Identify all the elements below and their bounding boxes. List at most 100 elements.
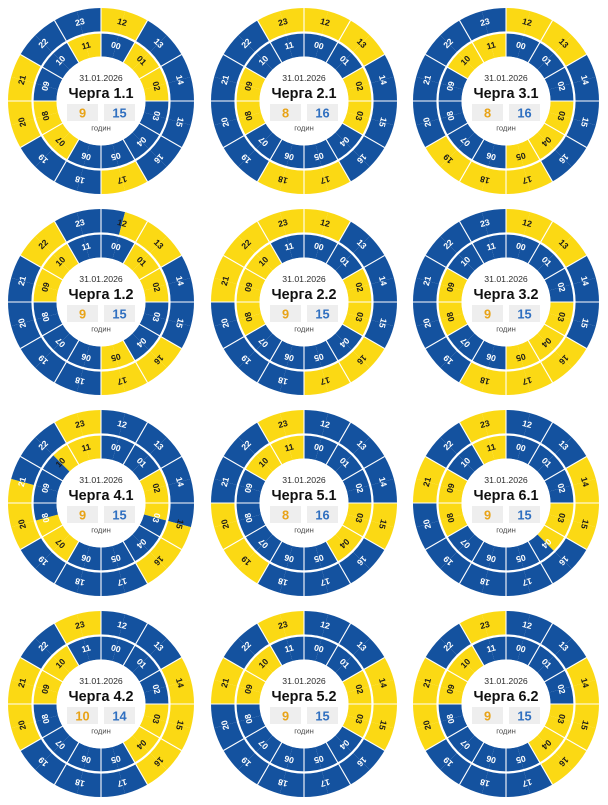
half-hour-slice	[8, 680, 36, 705]
half-hour-slice	[132, 122, 161, 150]
half-hour-slice	[35, 267, 63, 291]
outage-schedule-chart: 12 13 14 15 16 17 18 19 20 21 22 23 00 01 02 03 04 05 06 07…	[0, 0, 203, 201]
half-hour-slice	[112, 235, 136, 264]
hour-label: 00	[515, 643, 527, 655]
half-hour-slice	[160, 118, 192, 148]
outage-hours-badge	[67, 506, 99, 524]
half-hour-slice	[144, 686, 170, 705]
hour-label: 18	[74, 777, 86, 789]
ring-divider	[31, 634, 171, 774]
half-hour-slice	[437, 82, 464, 101]
ring-clock-6.2: 1213141516171819202122230001020304050607…	[413, 611, 600, 798]
outage-schedule-chart: 12 13 14 15 16 17 18 19 20 21 22 23 00 01 02 03 04 05 06 07…	[405, 201, 608, 402]
hour-label: 17	[319, 576, 331, 588]
hour-label: 21	[16, 677, 28, 689]
hour-label: 00	[515, 240, 527, 252]
hour-label: 09	[445, 683, 457, 695]
outage-hours-value: 10	[76, 709, 90, 724]
half-hour-slice	[119, 212, 148, 243]
half-hour-slice	[321, 562, 351, 593]
hour-label: 08	[40, 512, 52, 524]
half-hour-slice	[123, 132, 150, 160]
half-hour-slice	[32, 503, 59, 521]
half-hour-slice	[269, 235, 293, 264]
outage-hours-value: 9	[79, 508, 86, 523]
hour-label: 15	[579, 116, 591, 128]
half-hour-slice	[237, 468, 266, 492]
half-hour-slice	[518, 34, 541, 63]
half-hour-slice	[506, 32, 525, 58]
power-hours-value: 15	[315, 709, 329, 724]
half-hour-slice	[144, 284, 170, 302]
half-hour-slice	[257, 159, 287, 191]
half-hour-slice	[416, 520, 448, 550]
half-hour-slice	[52, 242, 80, 271]
hour-label: 06	[80, 754, 92, 766]
half-hour-slice	[440, 112, 468, 135]
half-hour-slice	[11, 54, 42, 83]
power-hours-badge	[306, 103, 338, 121]
chart-title: Черга 6.1	[474, 488, 539, 504]
half-hour-slice	[437, 503, 464, 521]
inner-ring-hours-00-11	[235, 233, 373, 371]
hour-label: 18	[479, 777, 491, 789]
half-hour-slice	[482, 7, 507, 35]
half-hour-slice	[545, 313, 573, 337]
half-hour-slice	[363, 319, 394, 349]
half-hour-slice	[235, 301, 261, 320]
hour-label: 05	[313, 754, 325, 766]
chart-title: Черга 3.1	[474, 86, 539, 102]
half-hour-slice	[416, 319, 448, 349]
half-hour-slice	[346, 301, 373, 320]
hour-label: 15	[377, 720, 389, 732]
half-hour-slice	[52, 443, 80, 472]
half-hour-slice	[346, 485, 373, 504]
half-hour-slice	[210, 479, 238, 504]
half-hour-slice	[440, 313, 468, 337]
half-hour-slice	[482, 569, 507, 597]
half-hour-slice	[8, 479, 36, 504]
hour-label: 09	[40, 80, 52, 92]
half-hour-slice	[286, 635, 304, 662]
chart-date: 31.01.2026	[485, 73, 529, 83]
hour-separators	[413, 611, 600, 798]
half-hour-slice	[67, 235, 90, 264]
outage-schedule-chart: 12 13 14 15 16 17 18 19 20 21 22 23 00 01 02 03 04 05 06 07…	[203, 201, 406, 402]
hour-label: 08	[40, 109, 52, 121]
half-hour-slice	[326, 242, 353, 271]
half-hour-slice	[537, 52, 566, 79]
half-hour-slice	[269, 340, 293, 369]
half-hour-slice	[321, 212, 351, 243]
hour-label: 06	[485, 351, 497, 363]
half-hour-slice	[315, 638, 339, 666]
inner-ring-hours-00-11	[235, 434, 373, 572]
half-hour-slice	[458, 443, 485, 472]
hour-label: 23	[74, 217, 86, 229]
center-hub	[259, 257, 349, 347]
half-hour-slice	[257, 413, 287, 444]
half-hour-slice	[346, 100, 373, 119]
half-hour-slice	[303, 233, 322, 259]
half-hour-slice	[537, 525, 566, 552]
half-hour-slice	[269, 139, 293, 167]
half-hour-slice	[237, 267, 266, 291]
hour-label: 08	[242, 311, 254, 323]
hour-label: 00	[110, 643, 122, 655]
half-hour-slice	[77, 611, 102, 639]
half-hour-slice	[35, 715, 63, 739]
hour-label: 14	[174, 476, 186, 488]
hour-label: 21	[16, 476, 28, 488]
hour-label: 12	[319, 418, 331, 430]
half-hour-slice	[346, 704, 373, 723]
half-hour-slice	[237, 514, 266, 538]
half-hour-slice	[413, 704, 441, 729]
hour-label: 20	[421, 518, 433, 530]
half-hour-slice	[472, 742, 495, 771]
half-hour-slice	[119, 763, 148, 795]
half-hour-slice	[437, 301, 464, 320]
hour-label: 06	[283, 150, 295, 162]
half-hour-slice	[237, 66, 266, 90]
outage-schedule-chart: 12 13 14 15 16 17 18 19 20 21 22 23 00 01 02 03 04 05 06 07…	[0, 403, 203, 604]
half-hour-slice	[11, 255, 42, 285]
